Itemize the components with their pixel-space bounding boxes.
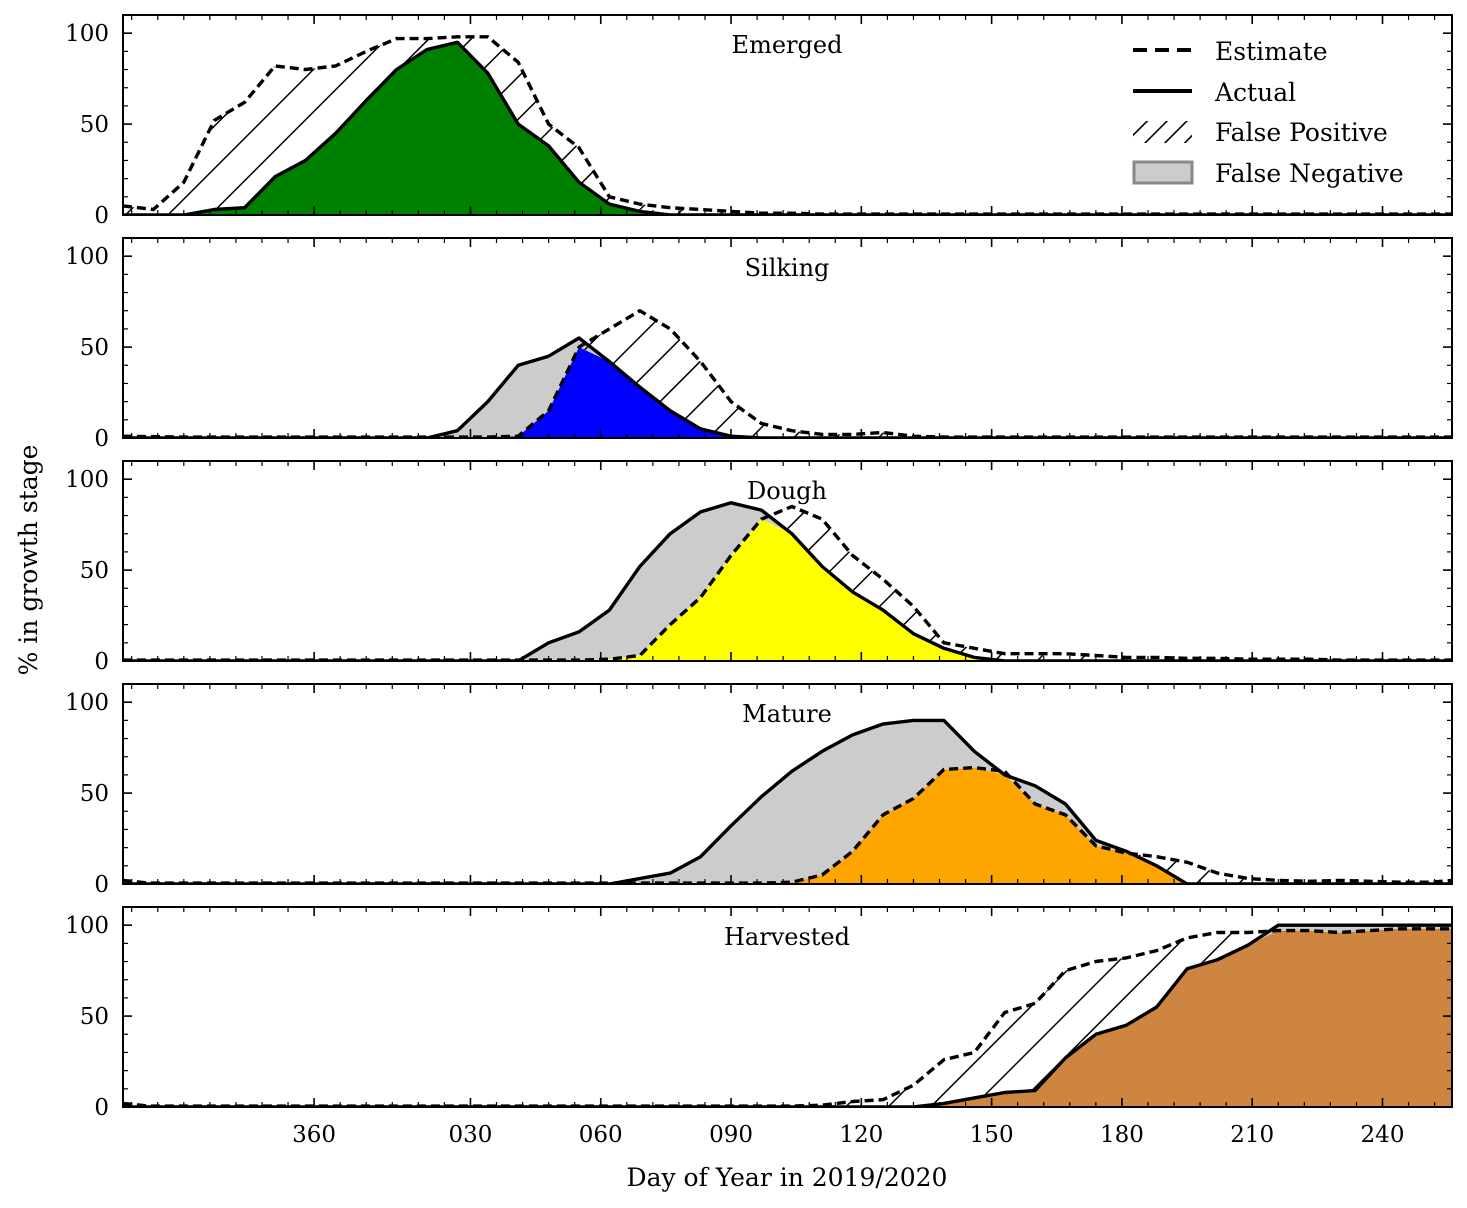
y-tick-label: 0 [94,1095,109,1121]
false-negative-area [123,720,1452,884]
y-tick-label: 100 [65,913,109,939]
panel-mature: 0 50 100 Mature [65,683,1453,898]
y-tick-label: 50 [80,558,109,584]
y-tick-label: 100 [65,244,109,270]
x-axis-label: Day of Year in 2019/2020 [627,1163,948,1192]
panel-title: Emerged [732,31,843,59]
false-positive-area [123,310,1452,438]
plot-area [123,923,1452,1107]
panel-frame [122,460,1453,662]
y-tick-label: 50 [80,112,109,138]
y-tick-label: 100 [65,467,109,493]
panel-emerged: 0 50 100 Emerged [65,14,1453,229]
panel-title: Silking [745,254,830,282]
y-tick-label: 100 [65,690,109,716]
correct-area [123,42,1452,215]
y-tick-label: 0 [94,649,109,675]
x-tick-label: 060 [579,1122,623,1148]
estimate-line [123,504,1452,661]
y-tick-label: 0 [94,872,109,898]
panel-silking: 0 50 100 Silking [65,237,1453,452]
x-tick-label: 150 [970,1122,1014,1148]
plot-area [123,309,1452,438]
false-negative-area [123,338,1452,438]
y-tick-label: 50 [80,781,109,807]
actual-line [123,40,1452,215]
y-tick-label: 50 [80,335,109,361]
actual-line [123,718,1452,884]
legend-estimate-label: Estimate [1215,37,1328,66]
x-tick-label: 240 [1361,1122,1405,1148]
y-tick-label: 100 [65,21,109,47]
correct-area [123,519,1452,661]
panel-title: Dough [747,477,827,505]
panel-dough: 0 50 100 Dough [65,460,1453,675]
legend-false-negative-swatch [1132,160,1194,185]
actual-line [123,336,1452,438]
correct-area [123,928,1452,1107]
legend-false-negative-label: False Negative [1215,159,1404,188]
legend-false-positive-swatch [1133,121,1192,143]
y-tick-label: 0 [94,426,109,452]
correct-area [123,347,1452,438]
legend: Estimate Actual False Positive False Neg… [1132,37,1404,188]
correct-area [123,767,1452,884]
panel-title: Mature [742,700,832,728]
y-tick-label: 50 [80,1004,109,1030]
panel-frame [122,14,1453,216]
panel-frame [122,906,1453,1108]
x-tick-label: 120 [839,1122,883,1148]
x-tick-label: 210 [1230,1122,1274,1148]
actual-line [123,923,1452,1107]
panel-frame [122,237,1453,439]
legend-false-positive-label: False Positive [1215,118,1388,147]
x-tick-label: 030 [448,1122,492,1148]
plot-area [123,718,1452,884]
panel-harvested: 0 50 100 360 030 060 090 120 150 180 210 240 Harvest… [65,906,1453,1148]
x-tick-label: 180 [1100,1122,1144,1148]
plot-area [123,501,1452,661]
legend-actual-label: Actual [1214,78,1296,107]
y-tick-label: 0 [94,203,109,229]
false-positive-area [123,928,1452,1107]
x-tick-label: 090 [709,1122,753,1148]
y-axis-label: % in growth stage [14,445,43,676]
panel-frame [122,683,1453,885]
estimate-line [123,309,1452,438]
x-tick-label: 360 [292,1122,336,1148]
actual-line [123,501,1452,661]
panel-title: Harvested [724,923,850,951]
